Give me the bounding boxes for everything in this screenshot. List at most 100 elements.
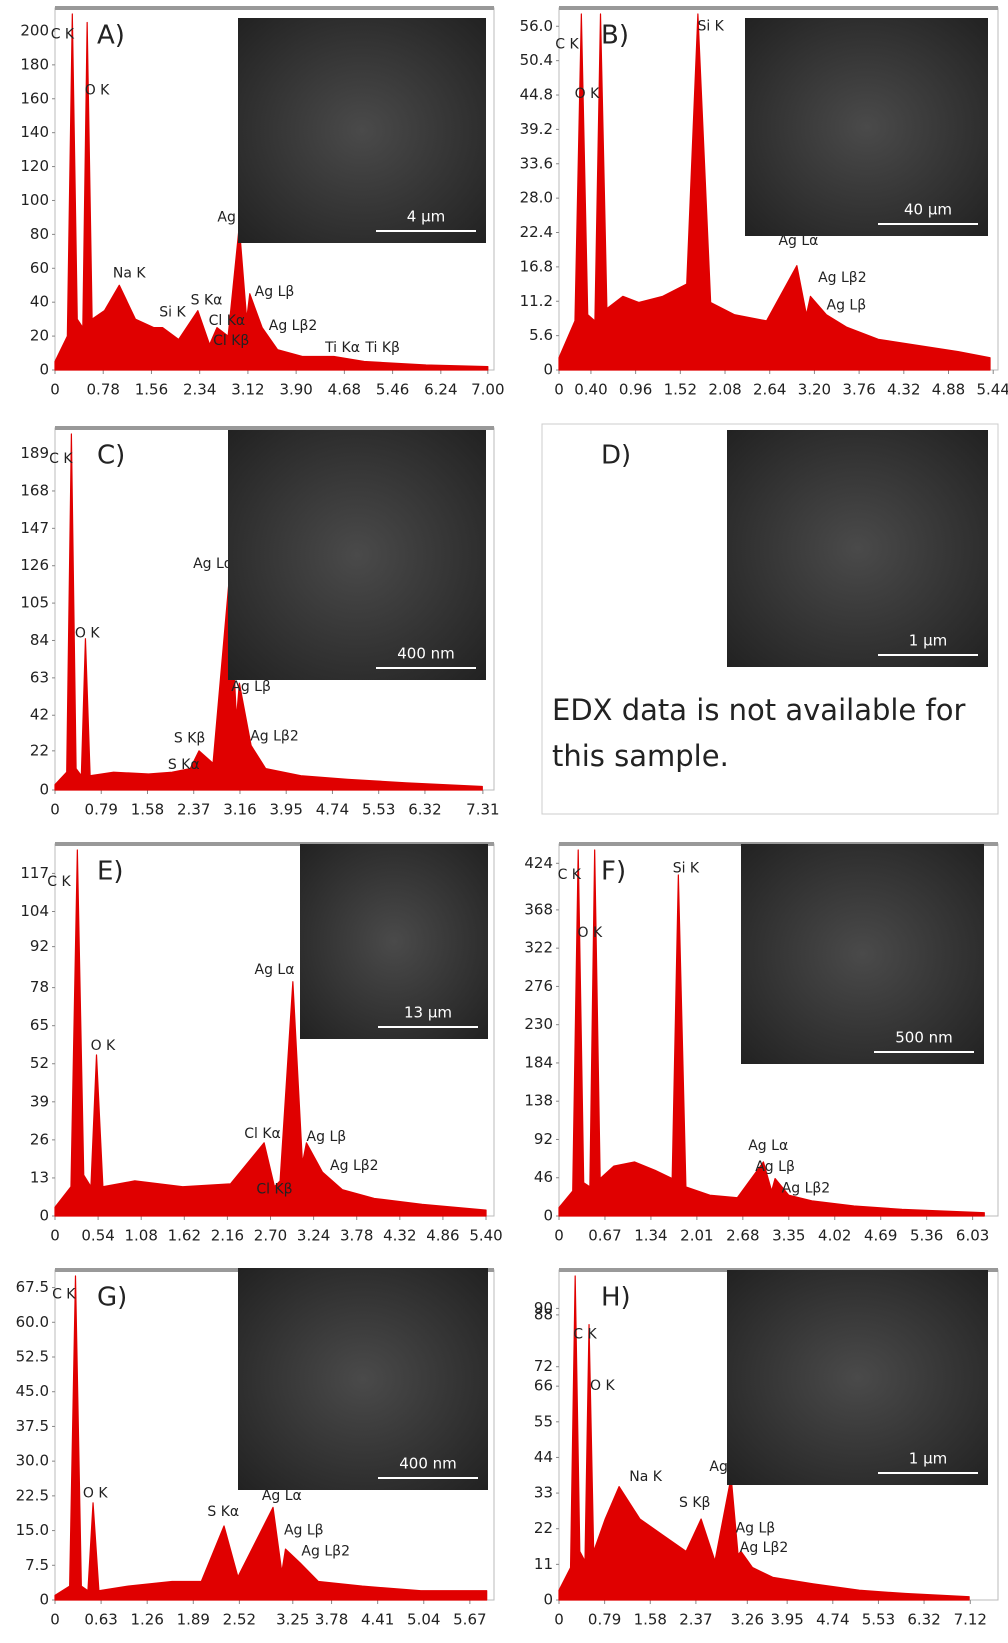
y-tick-label: 30.0 <box>16 1452 49 1470</box>
y-tick-label: 80 <box>30 225 49 243</box>
y-tick-label: 52.5 <box>16 1348 49 1366</box>
peak-label: S Kα <box>168 757 200 773</box>
y-tick-label: 66 <box>534 1377 553 1395</box>
x-tick-label: 3.16 <box>223 801 256 819</box>
y-tick-label: 117 <box>20 864 49 882</box>
peak-label: Ag Lβ <box>231 679 271 695</box>
x-tick-label: 1.62 <box>168 1227 201 1245</box>
x-tick-label: 4.41 <box>361 1611 394 1629</box>
spectrum <box>54 1275 488 1601</box>
y-tick-label: 0 <box>543 1207 553 1225</box>
note-line: this sample. <box>552 739 729 773</box>
x-tick-label: 3.95 <box>770 1611 803 1629</box>
y-tick-label: 52 <box>30 1054 49 1072</box>
note-line: EDX data is not available for <box>552 693 965 727</box>
x-tick-label: 0 <box>554 381 564 399</box>
x-tick-label: 3.95 <box>270 801 303 819</box>
y-tick-label: 276 <box>524 977 553 995</box>
x-tick-label: 0 <box>554 1227 564 1245</box>
x-tick-label: 4.88 <box>932 381 965 399</box>
panel-label: F) <box>601 857 626 887</box>
x-tick-label: 0.79 <box>588 1611 621 1629</box>
x-tick-label: 2.01 <box>680 1227 713 1245</box>
panel-label: C) <box>97 441 125 471</box>
y-tick-label: 200 <box>20 21 49 39</box>
y-tick-label: 33.6 <box>520 154 553 172</box>
y-tick-label: 33 <box>534 1484 553 1502</box>
x-tick-label: 3.26 <box>731 1611 764 1629</box>
x-tick-label: 0 <box>554 1611 564 1629</box>
y-tick-label: 65 <box>30 1016 49 1034</box>
y-tick-label: 46 <box>534 1168 553 1186</box>
y-tick-label: 11 <box>534 1555 553 1573</box>
x-tick-label: 3.35 <box>772 1227 805 1245</box>
y-tick-label: 22 <box>30 741 49 759</box>
x-tick-label: 0.54 <box>81 1227 114 1245</box>
x-tick-label: 2.08 <box>708 381 741 399</box>
panel-label: E) <box>97 857 124 887</box>
x-tick-label: 0.78 <box>87 381 120 399</box>
x-tick-label: 0 <box>50 1611 60 1629</box>
x-tick-label: 3.76 <box>842 381 875 399</box>
y-tick-label: 104 <box>20 902 49 920</box>
peak-label: S Kα <box>207 1504 239 1520</box>
y-tick-label: 60 <box>30 259 49 277</box>
peak-label: Na K <box>629 1469 663 1485</box>
x-tick-label: 3.78 <box>315 1611 348 1629</box>
y-tick-label: 0 <box>39 1207 49 1225</box>
spectrum <box>54 849 487 1217</box>
x-tick-label: 1.89 <box>177 1611 210 1629</box>
x-tick-label: 6.03 <box>956 1227 989 1245</box>
peak-label: Ag Lβ <box>307 1129 347 1145</box>
x-tick-label: 4.02 <box>818 1227 851 1245</box>
x-tick-label: 6.24 <box>424 381 457 399</box>
panel-label: H) <box>601 1283 631 1313</box>
y-tick-label: 11.2 <box>520 292 553 310</box>
y-tick-label: 7.5 <box>25 1556 49 1574</box>
peak-label: Ag Lβ2 <box>330 1158 379 1174</box>
peak-label: Cl Kα <box>244 1126 281 1142</box>
peak-label: O K <box>75 625 100 641</box>
spectrum <box>558 1275 970 1601</box>
x-tick-label: 5.04 <box>407 1611 440 1629</box>
y-tick-label: 63 <box>30 668 49 686</box>
peak-label: Na K <box>113 265 147 281</box>
peak-label: Ag Lβ2 <box>301 1543 350 1559</box>
peak-label: Ag Lα <box>748 1138 788 1154</box>
y-tick-label: 22.4 <box>520 223 553 241</box>
peak-label: Si K <box>159 304 186 320</box>
x-tick-label: 2.52 <box>223 1611 256 1629</box>
peak-label: S Kα <box>191 292 223 308</box>
y-tick-label: 92 <box>534 1130 553 1148</box>
x-tick-label: 0.40 <box>574 381 607 399</box>
micrograph <box>727 430 988 667</box>
y-tick-label: 0 <box>39 361 49 379</box>
micrograph <box>238 1268 488 1490</box>
peak-label: O K <box>83 1486 108 1502</box>
y-tick-label: 230 <box>524 1015 553 1033</box>
y-tick-label: 50.4 <box>520 51 553 69</box>
y-tick-label: 56.0 <box>520 17 553 35</box>
y-tick-label: 44.8 <box>520 86 553 104</box>
peak-label: C K <box>555 37 579 53</box>
peak-label: Cl Kα <box>209 313 246 329</box>
peak-label: Ag Lβ2 <box>740 1540 789 1556</box>
x-tick-label: 3.78 <box>340 1227 373 1245</box>
x-tick-label: 3.20 <box>798 381 831 399</box>
peak-label: Ag Lβ <box>284 1523 324 1539</box>
y-tick-label: 322 <box>524 939 553 957</box>
x-tick-label: 2.16 <box>211 1227 244 1245</box>
y-tick-label: 78 <box>30 978 49 996</box>
y-tick-label: 88 <box>534 1305 553 1323</box>
y-tick-label: 20 <box>30 327 49 345</box>
y-tick-label: 55 <box>534 1412 553 1430</box>
y-tick-label: 39 <box>30 1092 49 1110</box>
x-tick-label: 4.69 <box>864 1227 897 1245</box>
peak-label: Ag Lβ2 <box>269 318 318 334</box>
x-tick-label: 2.37 <box>679 1611 712 1629</box>
peak-label: O K <box>91 1038 116 1054</box>
y-tick-label: 120 <box>20 157 49 175</box>
scale-label: 400 nm <box>397 645 455 663</box>
x-tick-label: 5.40 <box>469 1227 502 1245</box>
